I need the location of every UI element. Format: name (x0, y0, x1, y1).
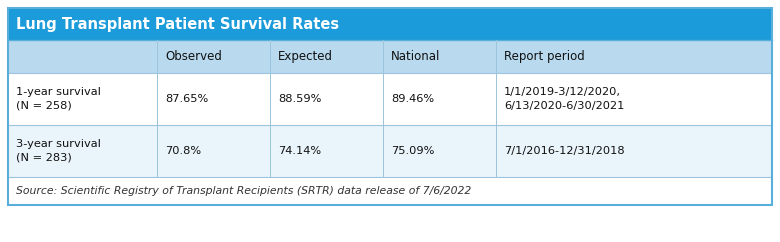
Text: 88.59%: 88.59% (278, 94, 321, 104)
Text: 70.8%: 70.8% (165, 146, 201, 156)
Text: Lung Transplant Patient Survival Rates: Lung Transplant Patient Survival Rates (16, 16, 339, 31)
Text: 7/1/2016-12/31/2018: 7/1/2016-12/31/2018 (504, 146, 625, 156)
Bar (8, 125, 772, 177)
Bar (8, 177, 772, 205)
Text: 75.09%: 75.09% (391, 146, 434, 156)
Text: Source: Scientific Registry of Transplant Recipients (SRTR) data release of 7/6/: Source: Scientific Registry of Transplan… (16, 186, 471, 196)
Text: 1-year survival
(N = 258): 1-year survival (N = 258) (16, 87, 101, 111)
Text: 89.46%: 89.46% (391, 94, 434, 104)
Text: Expected: Expected (278, 50, 333, 63)
Bar (8, 8, 772, 205)
Bar (8, 40, 772, 73)
Text: Observed: Observed (165, 50, 222, 63)
Text: 74.14%: 74.14% (278, 146, 321, 156)
Text: 1/1/2019-3/12/2020,
6/13/2020-6/30/2021: 1/1/2019-3/12/2020, 6/13/2020-6/30/2021 (504, 87, 625, 111)
Text: 87.65%: 87.65% (165, 94, 208, 104)
Text: Report period: Report period (504, 50, 585, 63)
Bar (8, 8, 772, 40)
Text: National: National (391, 50, 441, 63)
Bar (8, 73, 772, 125)
Text: 3-year survival
(N = 283): 3-year survival (N = 283) (16, 139, 101, 163)
